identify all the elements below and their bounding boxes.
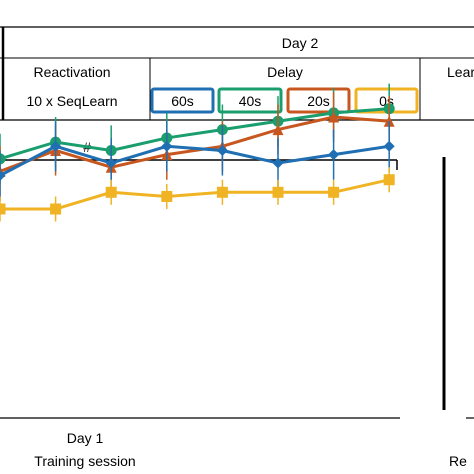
data-point bbox=[272, 157, 284, 169]
series-diamond bbox=[0, 121, 395, 201]
data-point bbox=[161, 190, 173, 202]
data-point bbox=[328, 111, 340, 123]
series-layer bbox=[0, 83, 395, 222]
day2-label: Day 2 bbox=[282, 35, 319, 51]
series-line bbox=[0, 144, 390, 177]
delay-box-60s bbox=[150, 87, 215, 114]
reactivation-header: Reactivation bbox=[33, 64, 110, 80]
data-point bbox=[105, 186, 117, 198]
data-point bbox=[272, 186, 284, 198]
data-point bbox=[383, 140, 395, 152]
series-line bbox=[0, 115, 390, 173]
data-point bbox=[328, 149, 340, 161]
delay-header: Delay bbox=[267, 64, 303, 80]
x-axis-session-label: Training session bbox=[34, 453, 135, 469]
data-point bbox=[328, 186, 340, 198]
data-point bbox=[105, 157, 117, 169]
data-point bbox=[161, 140, 173, 152]
line-chart: # Day 1 Training session Re bbox=[0, 83, 474, 469]
data-point bbox=[216, 186, 228, 198]
data-point bbox=[216, 144, 228, 156]
protocol-table: Day 2 Reactivation 10 x SeqLearn Delay L… bbox=[0, 26, 474, 121]
data-point bbox=[0, 153, 6, 165]
data-point bbox=[50, 203, 62, 215]
data-point bbox=[50, 140, 62, 152]
right-panel-label-partial: Re bbox=[449, 453, 467, 469]
data-point bbox=[272, 124, 284, 136]
data-point bbox=[0, 203, 6, 215]
learn-header-partial: Lear bbox=[447, 64, 474, 80]
reactivation-value: 10 x SeqLearn bbox=[26, 93, 117, 109]
data-point bbox=[383, 174, 395, 186]
data-point bbox=[0, 170, 6, 182]
delay-box-40s bbox=[217, 87, 283, 114]
x-axis-day-label: Day 1 bbox=[67, 430, 104, 446]
series-line bbox=[0, 178, 390, 211]
delay-box-label: 20s bbox=[307, 93, 330, 109]
series-line bbox=[0, 107, 390, 161]
series-square bbox=[0, 167, 395, 222]
delay-box-label: 60s bbox=[171, 93, 194, 109]
delay-box-label: 40s bbox=[239, 93, 262, 109]
